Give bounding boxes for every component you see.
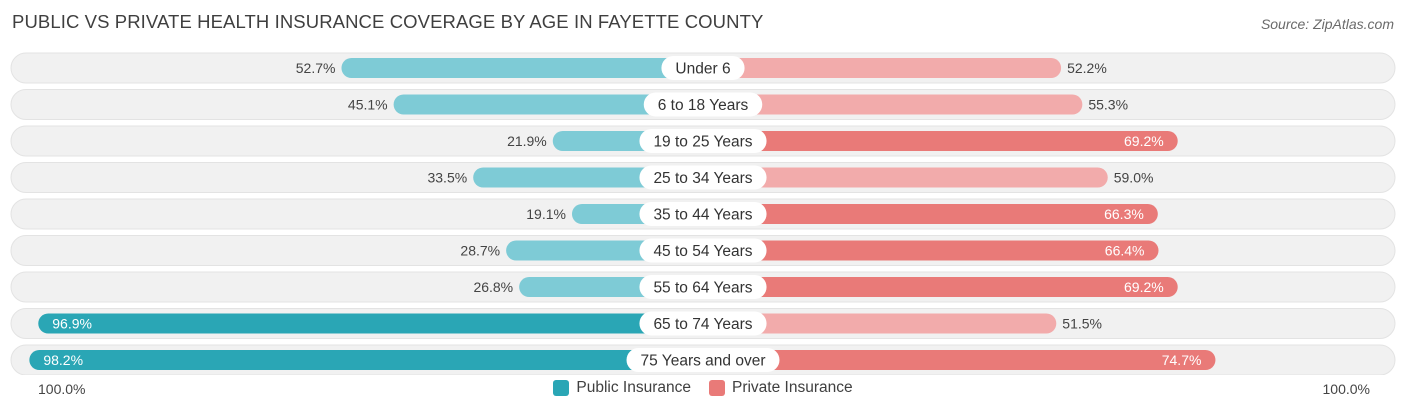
- public-value-label: 45.1%: [348, 97, 388, 113]
- private-value-label: 66.3%: [1104, 206, 1144, 222]
- category-label: 75 Years and over: [641, 353, 766, 370]
- private-bar: [703, 94, 1083, 115]
- category-pill: [639, 238, 767, 263]
- legend-label-private: Private Insurance: [731, 379, 853, 396]
- private-value-label: 59.0%: [1114, 170, 1154, 186]
- category-label: Under 6: [675, 61, 730, 78]
- private-value-label: 69.2%: [1124, 133, 1164, 149]
- bar-row: 45 to 54 Years 28.7% 66.4%: [10, 235, 1396, 266]
- legend-item-private: Private Insurance: [708, 379, 853, 397]
- category-label: 19 to 25 Years: [653, 134, 752, 151]
- category-label: 45 to 54 Years: [653, 243, 752, 260]
- bar-row: 35 to 44 Years 19.1% 66.3%: [10, 198, 1396, 230]
- private-bar: [703, 277, 1178, 297]
- legend: Public Insurance Private Insurance: [0, 379, 1406, 397]
- public-value-label: 26.8%: [473, 279, 513, 295]
- private-value-label: 52.2%: [1067, 60, 1107, 76]
- category-pill: [639, 202, 767, 226]
- private-bar: [703, 131, 1178, 151]
- category-pill: [661, 56, 745, 80]
- private-bar: [703, 58, 1062, 78]
- private-bar: [703, 240, 1159, 261]
- category-pill: [639, 129, 767, 153]
- category-label: 65 to 74 Years: [653, 316, 752, 333]
- legend-item-public: Public Insurance: [553, 379, 691, 397]
- public-value-label: 52.7%: [296, 60, 336, 76]
- axis-left-label: 100.0%: [38, 381, 86, 397]
- private-bar: [703, 350, 1216, 370]
- bar-row: 65 to 74 Years 96.9% 51.5%: [10, 308, 1396, 339]
- public-bar: [38, 313, 704, 334]
- private-bar: [703, 313, 1057, 334]
- category-pill: [626, 348, 780, 372]
- public-value-label: 33.5%: [427, 170, 467, 186]
- bar-row: Under 6 52.7% 52.2%: [10, 52, 1396, 84]
- chart-source: Source: ZipAtlas.com: [1260, 16, 1394, 32]
- private-bar: [703, 204, 1158, 224]
- category-label: 35 to 44 Years: [653, 207, 752, 224]
- private-value-label: 51.5%: [1062, 316, 1102, 332]
- bar-row: 75 Years and over 98.2% 74.7%: [10, 344, 1396, 375]
- private-value-label: 55.3%: [1088, 97, 1128, 113]
- bar-row: 55 to 64 Years 26.8% 69.2%: [10, 271, 1396, 303]
- legend-swatch-public: [553, 380, 570, 396]
- public-value-label: 96.9%: [52, 316, 92, 332]
- private-value-label: 66.4%: [1105, 243, 1145, 259]
- public-value-label: 21.9%: [507, 133, 547, 149]
- public-value-label: 98.2%: [43, 352, 83, 368]
- public-value-label: 28.7%: [460, 243, 500, 259]
- category-pill: [639, 311, 767, 336]
- private-bar: [703, 167, 1108, 188]
- public-value-label: 19.1%: [526, 206, 566, 222]
- public-bar: [29, 350, 703, 370]
- category-pill: [643, 92, 763, 117]
- bar-row: 6 to 18 Years 45.1% 55.3%: [10, 89, 1396, 120]
- bar-row: 19 to 25 Years 21.9% 69.2%: [10, 125, 1396, 157]
- category-label: 55 to 64 Years: [653, 280, 752, 297]
- legend-label-public: Public Insurance: [576, 379, 691, 396]
- category-label: 6 to 18 Years: [658, 97, 749, 114]
- chart-plot: Under 6 52.7% 52.2% 6 to 18 Years 45.1% 55.3%…: [10, 52, 1396, 375]
- chart-title: PUBLIC VS PRIVATE HEALTH INSURANCE COVER…: [12, 11, 764, 32]
- public-bar: [393, 94, 703, 115]
- private-value-label: 69.2%: [1124, 279, 1164, 295]
- axis-right-label: 100.0%: [1322, 381, 1370, 397]
- public-bar: [341, 58, 703, 78]
- bar-row: 25 to 34 Years 33.5% 59.0%: [10, 162, 1396, 193]
- category-label: 25 to 34 Years: [653, 170, 752, 187]
- private-value-label: 74.7%: [1162, 352, 1202, 368]
- category-pill: [639, 165, 767, 190]
- legend-swatch-private: [708, 380, 725, 396]
- category-pill: [639, 275, 767, 299]
